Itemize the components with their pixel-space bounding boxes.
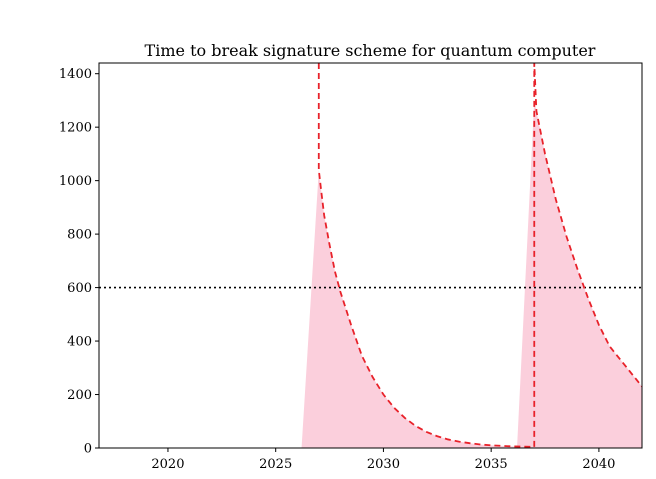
x-axis: 2020 2025 2030 2035 2040: [151, 448, 615, 472]
x-tick-label: 2020: [151, 457, 184, 472]
x-tick-label: 2025: [259, 457, 292, 472]
chart-title: Time to break signature scheme for quant…: [145, 41, 596, 60]
x-tick-label: 2030: [367, 457, 400, 472]
y-tick-label: 1000: [59, 174, 92, 189]
y-tick-label: 200: [67, 388, 92, 403]
y-tick-label: 400: [67, 335, 92, 350]
plot-area: [99, 63, 642, 448]
x-tick-label: 2035: [475, 457, 508, 472]
series-line-1: [317, 63, 642, 448]
y-tick-label: 800: [67, 228, 92, 243]
x-tick-label: 2040: [582, 457, 615, 472]
shaded-region-1: [301, 169, 518, 448]
y-tick-label: 0: [84, 442, 92, 457]
y-tick-label: 1400: [59, 67, 92, 82]
shaded-region-2: [517, 100, 642, 448]
y-axis: 0 200 400 600 800 1000 1200 1400: [59, 67, 99, 457]
axes-frame: [98, 62, 643, 449]
y-tick-label: 1200: [59, 121, 92, 136]
y-tick-label: 600: [67, 281, 92, 296]
